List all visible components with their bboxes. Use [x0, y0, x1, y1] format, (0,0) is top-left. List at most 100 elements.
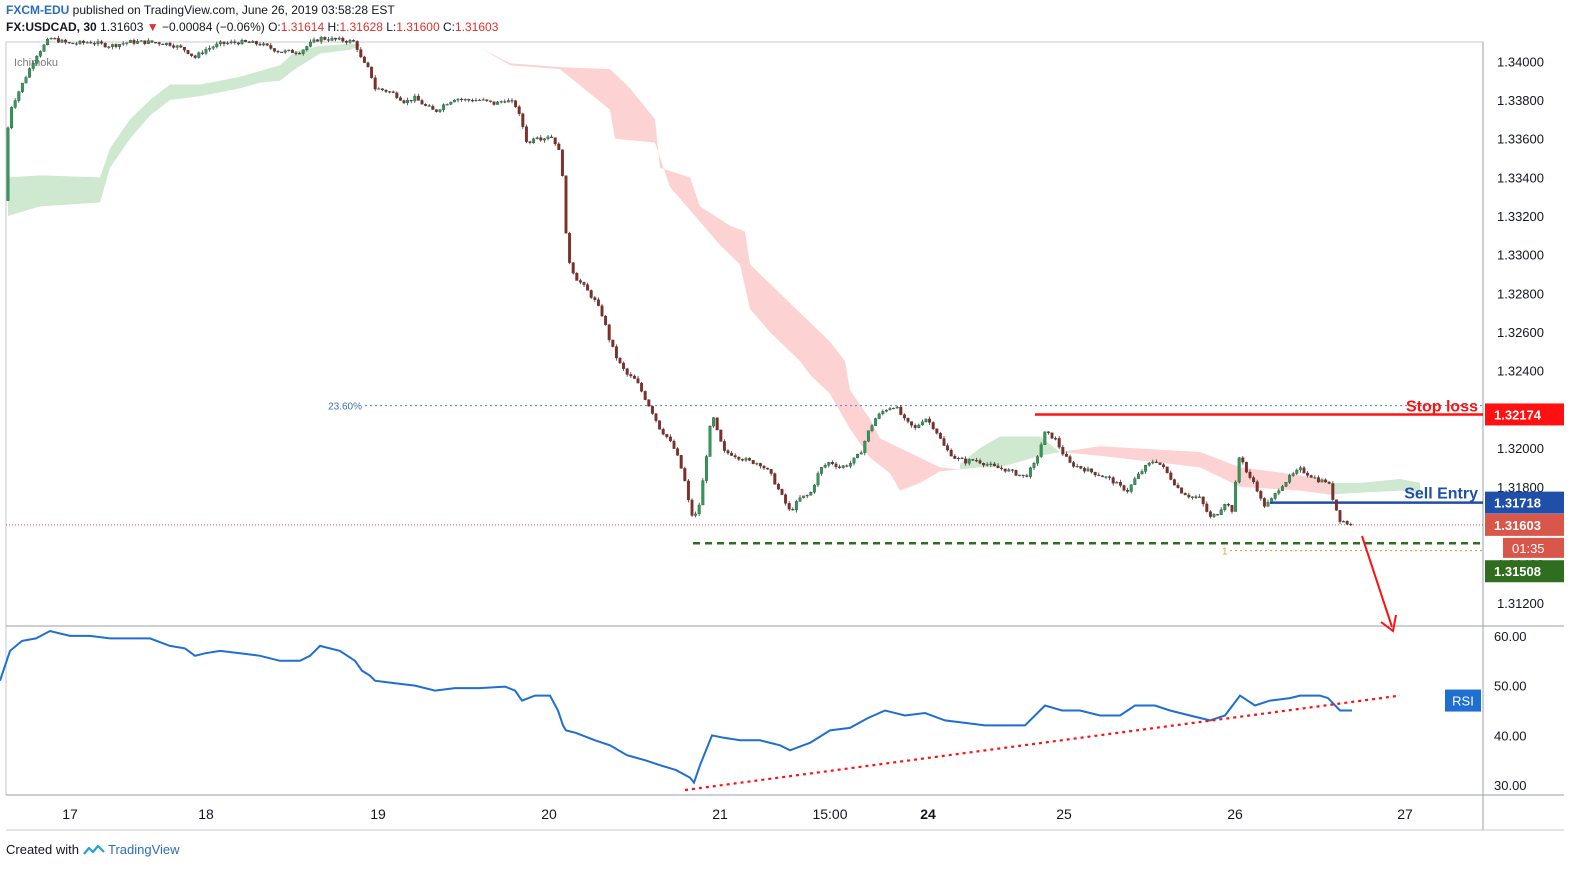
bull-candle	[1190, 496, 1194, 498]
bull-candle	[1075, 465, 1079, 468]
bull-candle	[1151, 461, 1155, 464]
price-tick-label: 1.33000	[1497, 248, 1544, 263]
bull-candle	[42, 44, 46, 52]
bull-candle	[1298, 467, 1302, 471]
axes: 1.34000 1.33800 1.33600 1.33400 1.33200 1.330…	[62, 54, 1564, 822]
bear-candle	[1064, 453, 1068, 457]
bear-candle	[1057, 438, 1061, 448]
bull-candle	[146, 40, 150, 44]
bear-candle	[269, 45, 273, 49]
bear-candle	[1216, 514, 1220, 516]
bear-candle	[1090, 468, 1094, 473]
stop-loss-tag-box	[1485, 403, 1564, 426]
bear-candle	[935, 428, 939, 434]
bear-candle	[614, 346, 618, 359]
price-tick-label: 1.32800	[1497, 286, 1544, 301]
bull-candle	[542, 138, 546, 141]
bear-candle	[1334, 499, 1338, 511]
price-tick-label: 1.31200	[1497, 596, 1544, 611]
close-value: 1.31603	[454, 20, 499, 34]
bull-candle	[1043, 431, 1047, 445]
countdown-box	[1503, 537, 1564, 558]
bear-candle	[978, 460, 982, 464]
bear-candle	[629, 374, 633, 377]
bear-candle	[298, 53, 302, 55]
bear-candle	[1158, 462, 1162, 465]
take-profit-tag-text: 1.31508	[1494, 564, 1541, 579]
bear-candle	[1154, 461, 1158, 463]
bear-candle	[416, 95, 420, 101]
take-profit-tag-box	[1485, 560, 1564, 583]
bull-candle	[128, 40, 132, 43]
bull-candle	[856, 454, 860, 459]
bear-candle	[1079, 465, 1083, 469]
bull-candle	[535, 137, 539, 140]
bear-candle	[92, 43, 96, 45]
bear-candle	[1324, 479, 1328, 483]
bull-candle	[1237, 457, 1241, 483]
bull-candle	[208, 47, 212, 50]
bear-candle	[1180, 487, 1184, 494]
bear-candle	[236, 42, 240, 45]
bear-candle	[553, 137, 557, 145]
target-marker: 1	[1222, 547, 1228, 558]
bull-candle	[1295, 469, 1299, 474]
high-label: H:	[327, 20, 340, 34]
bear-candle	[409, 100, 413, 102]
bull-candle	[1129, 484, 1133, 492]
fib-label: 23.60%	[328, 402, 362, 413]
bull-candle	[481, 99, 485, 101]
bull-candle	[1223, 504, 1227, 510]
time-tick-label: 17	[62, 806, 78, 822]
bear-candle	[719, 429, 723, 442]
bear-candle	[510, 100, 514, 102]
bull-candle	[13, 100, 17, 108]
bear-candle	[1000, 467, 1004, 470]
bull-candle	[319, 37, 323, 42]
low-value: 1.31600	[396, 20, 440, 34]
bear-candle	[179, 45, 183, 48]
bear-candle	[391, 91, 395, 93]
candles	[6, 35, 1353, 527]
bull-candle	[877, 413, 881, 419]
bull-candle	[463, 99, 467, 101]
bear-candle	[1241, 457, 1245, 463]
bull-candle	[1212, 514, 1216, 517]
bull-candle	[827, 462, 831, 466]
bull-candle	[506, 100, 510, 103]
bull-candle	[1104, 476, 1108, 478]
bull-candle	[1284, 482, 1288, 487]
bull-candle	[848, 463, 852, 467]
last-price-tag-box	[1485, 513, 1564, 536]
bull-candle	[967, 459, 971, 464]
bull-candle	[301, 49, 305, 54]
bull-candle	[218, 41, 222, 45]
bear-candle	[1068, 456, 1072, 463]
bear-candle	[1230, 505, 1234, 512]
bear-candle	[1010, 469, 1014, 471]
published-text: published on TradingView.com, June 26, 2…	[72, 3, 395, 17]
bear-candle	[1302, 467, 1306, 474]
bear-candle	[272, 48, 276, 52]
bull-candle	[1144, 465, 1148, 472]
publisher-name[interactable]: FXCM-EDU	[6, 3, 70, 17]
bear-candle	[388, 91, 392, 93]
bull-candle	[924, 418, 928, 423]
bull-candle	[229, 41, 233, 44]
cloud-red-1	[455, 43, 960, 491]
bull-candle	[337, 37, 341, 40]
bear-candle	[132, 40, 136, 44]
tradingview-logo[interactable]: TradingView	[83, 842, 180, 857]
bull-candle	[1147, 462, 1151, 466]
bear-candle	[186, 49, 190, 54]
bear-candle	[1046, 431, 1050, 433]
bull-candle	[866, 430, 870, 442]
bull-candle	[96, 41, 100, 44]
bull-candle	[136, 41, 140, 44]
bear-candle	[359, 49, 363, 58]
bear-candle	[676, 448, 680, 456]
rsi-tick-label: 50.00	[1494, 679, 1527, 694]
bear-candle	[964, 458, 968, 464]
bear-candle	[1021, 474, 1025, 476]
